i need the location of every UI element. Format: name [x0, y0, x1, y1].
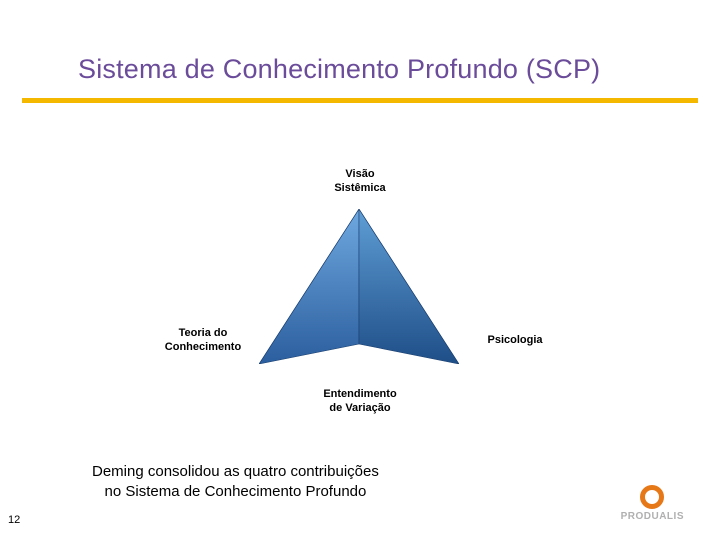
label-bottom-line2: de Variação — [329, 402, 390, 414]
caption-line2: no Sistema de Conhecimento Profundo — [105, 483, 367, 500]
pyramid-diagram — [259, 209, 459, 364]
brand-logo: PRODUALIS — [621, 485, 684, 522]
pyramid-svg — [259, 209, 459, 364]
label-bottom-line1: Entendimento — [323, 388, 396, 400]
brand-text: PRODUALIS — [621, 511, 684, 522]
label-left: Teoria do Conhecimento — [148, 327, 258, 355]
brand-ring-icon — [640, 485, 664, 509]
caption: Deming consolidou as quatro contribuiçõe… — [92, 462, 379, 503]
label-right: Psicologia — [470, 334, 560, 348]
caption-line1: Deming consolidou as quatro contribuiçõe… — [92, 463, 379, 480]
label-top-line1: Visão — [345, 168, 374, 180]
page-number: 12 — [8, 514, 20, 526]
label-top-line2: Sistêmica — [334, 182, 385, 194]
label-bottom: Entendimento de Variação — [300, 388, 420, 416]
label-top: Visão Sistêmica — [330, 168, 390, 196]
label-left-line1: Teoria do — [179, 327, 228, 339]
slide-title: Sistema de Conhecimento Profundo (SCP) — [78, 54, 600, 85]
label-left-line2: Conhecimento — [165, 341, 241, 353]
slide: Sistema de Conhecimento Profundo (SCP) V… — [0, 0, 720, 540]
label-right-line1: Psicologia — [487, 334, 542, 346]
title-underline — [22, 98, 698, 103]
